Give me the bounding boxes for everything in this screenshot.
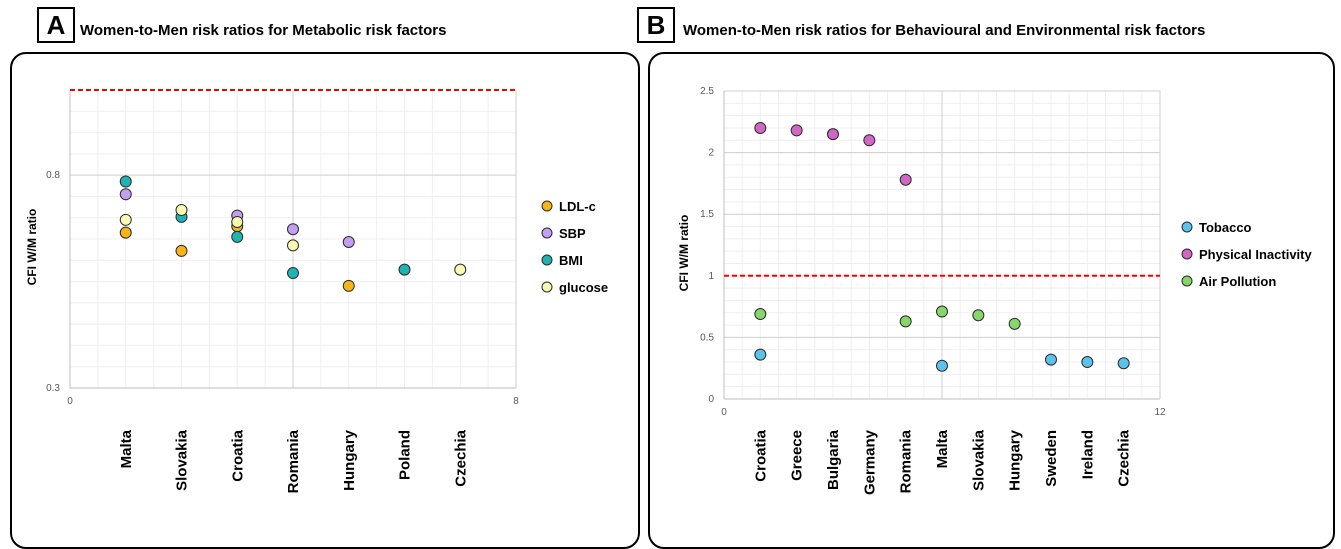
y-tick-label: 0.8 [46, 170, 60, 181]
y-tick-label: 0 [708, 394, 714, 405]
point-sbp [342, 235, 355, 248]
y-tick-label: 1 [708, 271, 714, 282]
category-label: Czechia [1116, 429, 1133, 486]
panel-a-title: Women-to-Men risk ratios for Metabolic r… [80, 22, 447, 39]
point-physical-inactivity [827, 128, 839, 141]
point-tobacco [1045, 353, 1057, 366]
point-bmi [398, 263, 411, 276]
point-bmi [119, 175, 132, 188]
category-label: Ireland [1079, 430, 1096, 479]
x-tick-label: 0 [721, 407, 727, 418]
legend-label: Tobacco [1199, 220, 1252, 235]
point-physical-inactivity [863, 134, 876, 147]
y-axis-title: CFI W/M ratio [25, 209, 39, 286]
point-tobacco [1081, 356, 1094, 369]
legend-label: LDL-c [559, 199, 596, 214]
category-label: Czechia [452, 429, 469, 486]
category-label: Hungary [1007, 429, 1024, 491]
category-label: Malta [118, 429, 135, 468]
point-glucose [119, 213, 132, 226]
panel-b-title: Women-to-Men risk ratios for Behavioural… [683, 22, 1206, 39]
point-physical-inactivity [790, 124, 803, 137]
chart-a: 0.3 0.8 0 8 CFI W/M ratio Malta Slovakia Croati… [25, 89, 608, 493]
point-glucose [454, 263, 467, 276]
point-air-pollution [972, 309, 985, 322]
y-tick-label: 2.5 [700, 86, 714, 97]
panel-a-label: A [37, 7, 75, 43]
point-bmi [231, 230, 244, 243]
legend-marker [1181, 248, 1193, 260]
legend-marker [541, 254, 553, 266]
legend-label: glucose [559, 280, 608, 295]
category-label: Slovakia [970, 429, 987, 491]
panel-a-frame [10, 52, 640, 549]
y-tick-label: 0.5 [700, 332, 714, 343]
point-tobacco [754, 348, 767, 361]
category-label: Slovakia [174, 429, 191, 491]
point-physical-inactivity [754, 121, 767, 134]
legend-label: Physical Inactivity [1199, 247, 1312, 262]
legend-label: Air Pollution [1199, 274, 1276, 289]
category-label: Romania [898, 429, 915, 493]
point-tobacco [936, 359, 948, 372]
legend-marker [1181, 275, 1193, 287]
point-sbp [119, 188, 132, 201]
point-ldl-c [119, 226, 132, 239]
x-tick-label: 8 [513, 396, 519, 407]
category-label: Sweden [1043, 430, 1060, 487]
point-glucose [231, 215, 244, 228]
point-air-pollution [936, 305, 948, 318]
category-label: Poland [397, 430, 414, 480]
y-tick-label: 2 [708, 148, 714, 159]
category-label: Malta [934, 429, 951, 468]
category-label: Croatia [752, 429, 769, 481]
y-tick-label: 1.5 [700, 209, 714, 220]
point-ldl-c [175, 244, 188, 257]
y-axis-title: CFI W/M ratio [677, 215, 691, 292]
category-label: Bulgaria [825, 429, 842, 490]
point-tobacco [1117, 357, 1130, 370]
category-label: Croatia [229, 429, 246, 481]
category-label: Romania [285, 429, 302, 493]
legend-marker [541, 227, 553, 239]
point-ldl-c [342, 279, 355, 292]
legend-marker [541, 200, 553, 212]
legend-label: SBP [559, 226, 586, 241]
point-glucose [175, 204, 188, 217]
x-tick-label: 0 [67, 396, 73, 407]
category-label: Germany [861, 429, 878, 495]
y-tick-label: 0.3 [46, 383, 60, 394]
point-sbp [287, 223, 299, 236]
panel-b-label: B [637, 7, 675, 43]
legend-marker [1181, 221, 1193, 233]
point-bmi [287, 267, 299, 280]
legend-label: BMI [559, 253, 583, 268]
chart-b: 0 0.5 1 1.5 2 2.5 0 12 CFI W/M ratio Croatia Greec… [677, 86, 1312, 495]
legend-marker [541, 281, 553, 293]
category-label: Greece [789, 430, 806, 481]
point-air-pollution [754, 307, 767, 320]
x-tick-label: 12 [1154, 407, 1166, 418]
point-air-pollution [1008, 317, 1021, 330]
point-glucose [287, 239, 299, 252]
point-physical-inactivity [899, 173, 912, 186]
category-label: Hungary [341, 429, 358, 491]
point-air-pollution [899, 315, 912, 328]
